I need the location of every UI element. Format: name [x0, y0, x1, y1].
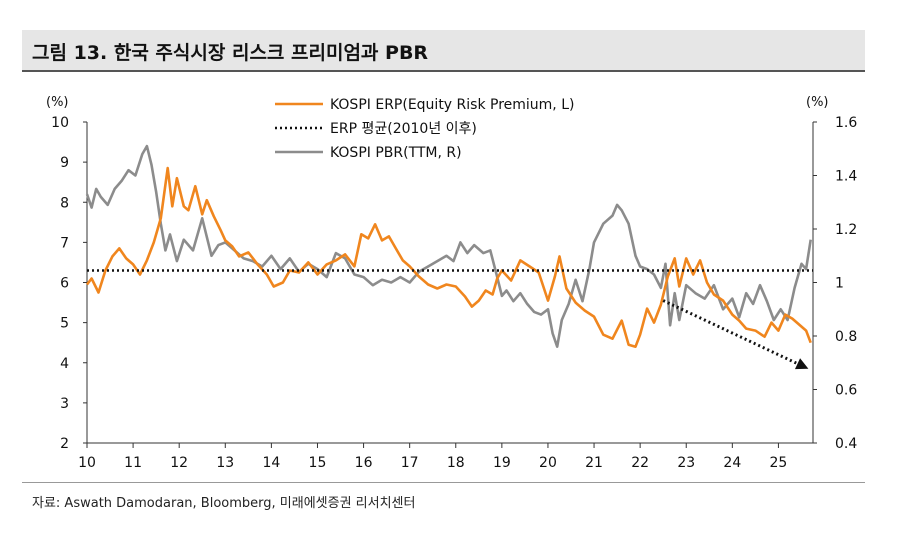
series-line-kospi-pbr	[85, 144, 812, 349]
legend: KOSPI ERP(Equity Risk Premium, L) ERP 평균(…	[275, 97, 574, 161]
y-left-unit: (%)	[46, 95, 69, 110]
y-right-tick-label: 0.6	[835, 383, 857, 399]
x-tick-label: 14	[262, 455, 280, 471]
y-right-tick-label: 1.2	[835, 222, 857, 238]
x-tick-label: 23	[677, 455, 695, 471]
footer-divider	[22, 482, 865, 483]
trend-arrow-head	[794, 358, 809, 370]
page-title: 그림 13. 한국 주식시장 리스크 프리미엄과 PBR	[32, 42, 429, 64]
x-tick-label: 20	[539, 455, 557, 471]
legend-label: KOSPI ERP(Equity Risk Premium, L)	[330, 97, 574, 113]
y-left-tick-label: 2	[60, 436, 69, 452]
x-tick-label: 11	[124, 455, 142, 471]
x-tick-label: 22	[631, 455, 649, 471]
y-left-tick-label: 9	[60, 155, 69, 171]
legend-label: ERP 평균(2010년 이후)	[330, 121, 477, 137]
x-tick-label: 18	[447, 455, 465, 471]
legend-label: KOSPI PBR(TTM, R)	[330, 145, 462, 161]
x-tick-label: 24	[723, 455, 741, 471]
x-tick-label: 13	[216, 455, 234, 471]
y-right-unit: (%)	[806, 95, 829, 110]
series-layer	[85, 144, 813, 370]
x-tick-label: 12	[170, 455, 188, 471]
y-left-tick-label: 8	[60, 195, 69, 211]
series-line-kospi-erp	[85, 166, 812, 349]
source-note: 자료: Aswath Damodaran, Bloomberg, 미래에셋증권 …	[32, 496, 416, 511]
y-left-tick-label: 7	[60, 235, 69, 251]
title-bar: 그림 13. 한국 주식시장 리스크 프리미엄과 PBR	[22, 30, 865, 72]
y-right-tick-label: 1.4	[835, 169, 857, 185]
x-tick-label: 21	[585, 455, 603, 471]
x-tick-label: 19	[493, 455, 511, 471]
x-tick-label: 10	[78, 455, 96, 471]
y-left-tick-label: 6	[60, 276, 69, 292]
y-left-tick-label: 10	[51, 115, 69, 131]
y-right-tick-label: 0.4	[835, 436, 857, 452]
y-left-tick-label: 3	[60, 396, 69, 412]
x-tick-label: 25	[770, 455, 788, 471]
y-left-tick-label: 5	[60, 316, 69, 332]
y-right-tick-label: 1.6	[835, 115, 857, 131]
y-right-tick-label: 0.8	[835, 329, 857, 345]
x-tick-label: 16	[355, 455, 373, 471]
x-tick-label: 17	[401, 455, 419, 471]
y-left-tick-label: 4	[60, 356, 69, 372]
x-tick-label: 15	[309, 455, 327, 471]
y-right-tick-label: 1	[835, 276, 844, 292]
